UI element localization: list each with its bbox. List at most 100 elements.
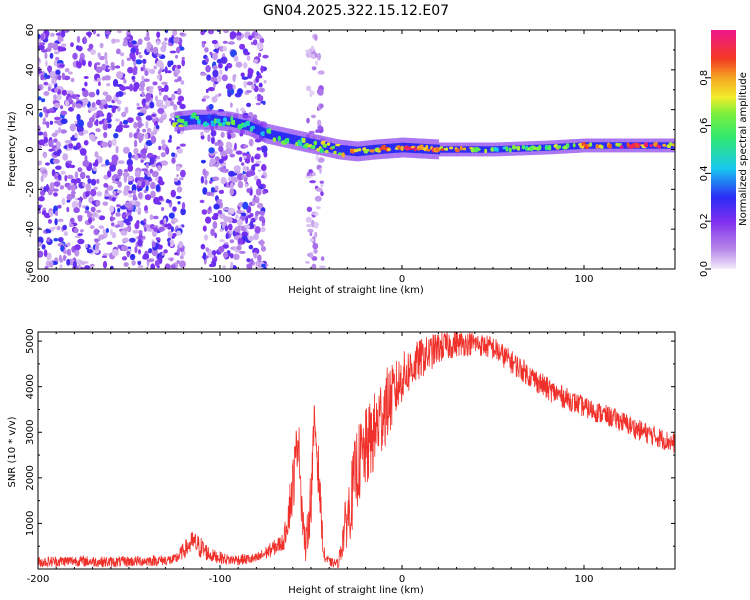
noise-speck xyxy=(77,238,85,245)
noise-speck xyxy=(246,55,251,61)
noise-speck xyxy=(244,177,248,183)
noise-speck xyxy=(93,186,98,190)
noise-speck xyxy=(60,129,67,134)
noise-speck xyxy=(116,71,123,79)
noise-speck xyxy=(245,90,253,93)
ridge-band xyxy=(451,146,454,153)
noise-speck xyxy=(175,195,182,200)
noise-speck xyxy=(142,235,146,240)
noise-speck xyxy=(54,88,59,93)
noise-speck xyxy=(60,170,66,175)
noise-speck xyxy=(116,48,121,55)
noise-speck xyxy=(319,167,322,174)
noise-speck xyxy=(125,36,131,40)
noise-speck xyxy=(129,83,134,92)
noise-speck xyxy=(256,254,262,262)
noise-speck xyxy=(260,226,266,233)
ridge-band xyxy=(346,145,349,156)
noise-speck xyxy=(57,74,62,81)
noise-speck xyxy=(225,147,233,154)
noise-speck xyxy=(117,168,123,177)
noise-speck xyxy=(255,260,260,266)
noise-speck xyxy=(135,59,143,65)
noise-speck xyxy=(207,134,211,142)
noise-speck xyxy=(141,75,145,82)
noise-speck xyxy=(84,265,91,269)
ridge-band xyxy=(192,114,195,125)
y-tick-label: 0 xyxy=(25,146,36,152)
noise-speck xyxy=(258,75,263,79)
noise-speck xyxy=(236,245,242,251)
ridge-band xyxy=(344,145,347,155)
noise-speck xyxy=(38,33,41,40)
noise-speck xyxy=(121,256,128,261)
noise-speck xyxy=(213,212,219,218)
ridge-band xyxy=(551,144,553,151)
noise-speck xyxy=(143,218,147,223)
noise-speck xyxy=(70,77,75,83)
noise-speck xyxy=(83,140,89,146)
noise-speck xyxy=(56,226,61,231)
noise-speck xyxy=(176,101,182,106)
ridge-blob xyxy=(600,145,604,149)
ridge-blob xyxy=(516,145,521,151)
noise-speck xyxy=(79,171,86,180)
ridge-band xyxy=(292,134,295,145)
noise-speck xyxy=(60,105,64,110)
noise-speck xyxy=(213,203,220,210)
noise-speck xyxy=(167,241,171,247)
noise-speck xyxy=(307,228,314,233)
ridge-band xyxy=(305,137,308,148)
noise-speck xyxy=(142,128,147,133)
noise-speck xyxy=(250,258,254,265)
ridge-blob xyxy=(215,118,222,124)
noise-speck xyxy=(179,32,185,36)
ridge-blob xyxy=(173,122,180,125)
ridge-blob xyxy=(572,143,576,148)
ridge-blob xyxy=(322,144,328,148)
noise-speck xyxy=(315,129,320,134)
noise-speck xyxy=(214,185,219,191)
noise-speck xyxy=(117,181,122,188)
noise-speck xyxy=(94,159,99,167)
y-tick-label: 1000 xyxy=(25,511,36,536)
noise-speck xyxy=(216,58,223,64)
noise-speck xyxy=(157,107,165,114)
noise-speck xyxy=(83,36,87,44)
noise-speck xyxy=(112,190,116,196)
ridge-band xyxy=(570,143,573,150)
noise-speck xyxy=(218,158,224,164)
noise-speck xyxy=(233,253,240,260)
noise-speck xyxy=(225,233,229,240)
noise-speck xyxy=(237,88,243,96)
noise-speck xyxy=(90,206,96,213)
noise-speck xyxy=(95,199,101,207)
noise-speck xyxy=(253,163,260,167)
noise-speck xyxy=(150,135,157,144)
noise-speck xyxy=(205,216,212,224)
noise-speck xyxy=(210,130,217,137)
noise-speck xyxy=(61,43,67,47)
noise-speck xyxy=(243,80,247,89)
noise-speck xyxy=(311,263,317,269)
noise-speck xyxy=(153,197,160,205)
ridge-blob xyxy=(194,115,200,121)
noise-speck xyxy=(160,152,166,158)
noise-speck xyxy=(164,263,171,269)
noise-speck xyxy=(239,43,246,50)
ridge-band xyxy=(338,144,341,155)
noise-speck xyxy=(66,248,71,256)
noise-speck xyxy=(76,61,82,69)
ridge-band xyxy=(661,142,663,149)
noise-speck xyxy=(230,102,233,108)
noise-speck xyxy=(43,152,47,159)
noise-speck xyxy=(305,174,313,179)
y-tick-label: 2000 xyxy=(25,465,36,490)
noise-speck xyxy=(255,210,259,217)
noise-speck xyxy=(203,234,209,241)
noise-speck xyxy=(61,197,66,206)
ridge-band xyxy=(200,114,203,125)
ridge-band xyxy=(312,139,314,149)
noise-speck xyxy=(217,199,223,202)
noise-speck xyxy=(258,87,265,93)
